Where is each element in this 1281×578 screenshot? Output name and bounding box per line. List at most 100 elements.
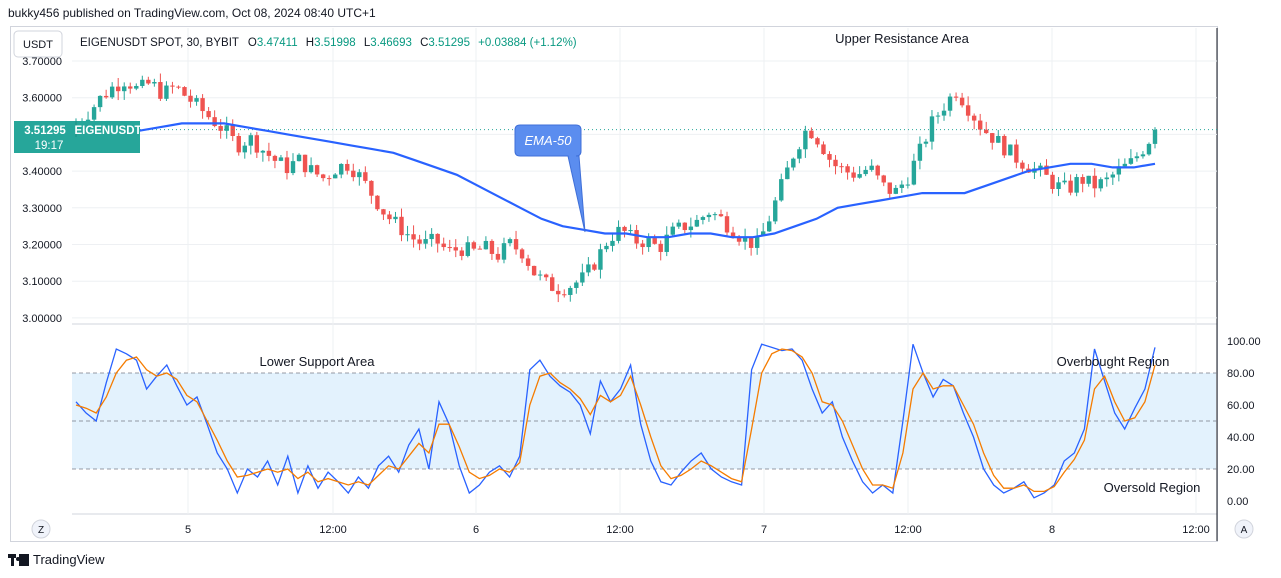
candle-body xyxy=(658,243,663,252)
candle-body xyxy=(200,98,205,112)
candle-body xyxy=(664,234,669,252)
candle-body xyxy=(815,138,820,145)
candle-body xyxy=(363,172,368,181)
candle-body xyxy=(1050,174,1055,189)
candle-body xyxy=(501,243,507,260)
time-tick-label: 12:00 xyxy=(1182,524,1210,536)
candle-body xyxy=(182,87,187,96)
candle-body xyxy=(1140,154,1146,157)
candle-body xyxy=(568,287,573,295)
candle-body xyxy=(965,105,971,116)
stoch-k-line xyxy=(75,343,1156,499)
candle-body xyxy=(604,245,609,250)
candle-body xyxy=(405,234,410,236)
candle-body xyxy=(471,242,477,249)
candle-body xyxy=(97,95,103,108)
candle-body xyxy=(592,264,597,270)
candle-body xyxy=(230,125,235,136)
legend-open: 3.47411 xyxy=(257,37,298,49)
price-tag-countdown: 19:17 xyxy=(35,140,64,152)
candle-body xyxy=(399,216,404,236)
candle-body xyxy=(543,274,549,278)
candle-body xyxy=(423,239,428,244)
candle-body xyxy=(272,155,278,161)
candle-body xyxy=(393,216,398,220)
candle-body xyxy=(845,166,850,173)
candle-body xyxy=(947,96,953,111)
overbought-label: Overbought Region xyxy=(1057,354,1170,369)
candle-body xyxy=(797,149,802,159)
price-tag-price: 3.51295 xyxy=(24,125,66,137)
candle-body xyxy=(109,86,115,98)
candle-body xyxy=(357,172,362,178)
candle-body xyxy=(736,237,742,242)
candle-body xyxy=(453,247,458,251)
candle-body xyxy=(929,116,935,142)
candle-body xyxy=(531,265,537,276)
ema-callout-label: EMA-50 xyxy=(525,133,573,148)
candle-body xyxy=(435,233,440,244)
candle-body xyxy=(158,82,163,99)
candle-body xyxy=(851,172,856,178)
candle-body xyxy=(748,237,754,248)
candle-body xyxy=(803,130,808,150)
auto-scale-button[interactable] xyxy=(1234,519,1254,539)
time-tick-label: 8 xyxy=(1049,524,1055,536)
time-tick-label: 12:00 xyxy=(894,524,922,536)
candle-body xyxy=(176,86,181,88)
candle-body xyxy=(429,233,434,240)
candle-body xyxy=(152,82,157,84)
tradingview-logo[interactable]: TradingView xyxy=(8,552,105,567)
price-tick-label: 3.10000 xyxy=(22,276,62,288)
candle-body xyxy=(863,169,868,175)
time-tick-label: 7 xyxy=(761,524,767,536)
candle-body xyxy=(1092,175,1097,189)
candle-body xyxy=(194,98,199,102)
candle-body xyxy=(1128,158,1134,164)
candle-body xyxy=(140,79,145,86)
candle-body xyxy=(881,175,886,183)
legend-low-label: L xyxy=(364,37,371,49)
candle-body xyxy=(887,182,892,194)
candle-body xyxy=(984,129,989,134)
candle-body xyxy=(164,85,169,99)
candle-body xyxy=(953,96,959,98)
candle-body xyxy=(724,216,730,233)
price-tag-symbol: EIGENUSDT xyxy=(74,125,141,137)
candle-body xyxy=(1008,144,1013,156)
candle-body xyxy=(1152,129,1158,144)
candle-body xyxy=(284,157,290,174)
candle-body xyxy=(959,97,965,106)
candle-body xyxy=(779,179,784,201)
candle-body xyxy=(465,242,471,256)
candle-body xyxy=(495,253,501,260)
time-tick-label: 6 xyxy=(473,524,479,536)
candle-body xyxy=(260,150,266,153)
candle-body xyxy=(128,86,133,89)
candle-body xyxy=(1074,177,1079,193)
candle-body xyxy=(170,85,175,87)
legend-close-label: C xyxy=(420,37,428,49)
candle-body xyxy=(146,79,151,84)
candle-body xyxy=(375,195,380,210)
price-tick-label: 3.60000 xyxy=(22,93,62,105)
candle-body xyxy=(483,240,489,250)
currency-button[interactable] xyxy=(13,30,63,58)
candle-body xyxy=(905,184,911,186)
tradingview-brand: TradingView xyxy=(33,552,105,567)
z-button[interactable] xyxy=(31,519,51,539)
candle-body xyxy=(923,141,929,144)
candle-body xyxy=(935,115,941,117)
candle-body xyxy=(513,239,519,250)
candle-body xyxy=(730,232,736,238)
symbol-legend: EIGENUSDT SPOT, 30, BYBIT O3.47411 H3.51… xyxy=(80,37,577,49)
candle-body xyxy=(519,249,525,259)
candle-body xyxy=(381,209,386,215)
legend-high: 3.51998 xyxy=(314,37,356,49)
candle-body xyxy=(333,174,338,179)
candle-body xyxy=(821,144,826,155)
candle-body xyxy=(941,110,947,116)
candle-body xyxy=(242,145,247,153)
lower-support-label: Lower Support Area xyxy=(260,354,376,369)
